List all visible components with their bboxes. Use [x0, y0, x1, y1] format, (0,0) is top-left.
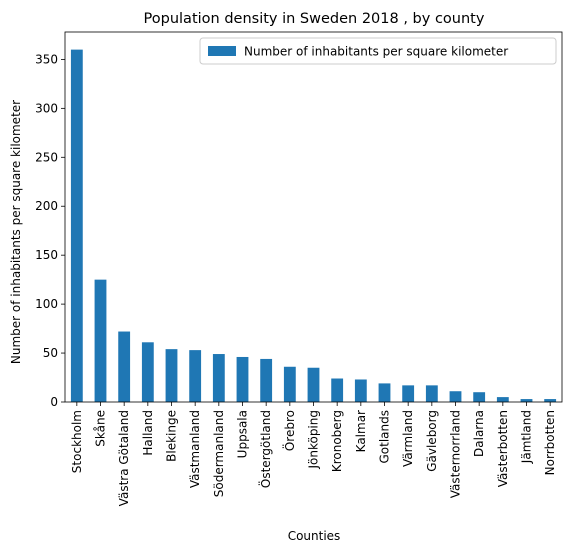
- x-tick-label: Västerbotten: [496, 410, 510, 487]
- x-tick-label: Östergötland: [257, 410, 273, 488]
- bar-vastra-gotaland: [118, 331, 131, 402]
- bar-ostergotland: [260, 358, 273, 402]
- x-tick-label: Värmland: [401, 410, 415, 467]
- x-tick-label: Dalarna: [472, 410, 486, 457]
- x-tick-label: Västernorrland: [449, 410, 463, 498]
- x-tick-label: Jönköping: [307, 410, 321, 470]
- bar-vastmanland: [189, 350, 202, 402]
- y-tick-label: 250: [35, 150, 58, 164]
- legend: Number of inhabitants per square kilomet…: [199, 37, 557, 65]
- bar-blekinge: [165, 349, 178, 402]
- y-tick-label: 100: [35, 297, 58, 311]
- y-tick-label: 150: [35, 248, 58, 262]
- bar-norrbotten: [544, 399, 557, 402]
- y-tick-label: 50: [43, 346, 58, 360]
- legend-label: Number of inhabitants per square kilomet…: [244, 45, 508, 59]
- bar-skane: [94, 279, 107, 402]
- x-tick-label: Västra Götaland: [117, 410, 131, 506]
- bar-jamtland: [520, 399, 533, 402]
- x-tick-label: Västmanland: [188, 410, 202, 488]
- y-tick-label: 0: [50, 395, 58, 409]
- x-tick-label: Uppsala: [236, 410, 250, 458]
- bar-vasterbotten: [496, 397, 509, 402]
- bar-sodermanland: [212, 354, 225, 402]
- x-tick-label: Jämtland: [520, 410, 534, 464]
- x-tick-label: Örebro: [281, 410, 297, 451]
- bar-kalmar: [354, 379, 367, 402]
- x-tick-label: Kronoberg: [330, 410, 344, 472]
- x-tick-label: Skåne: [94, 410, 108, 447]
- x-axis-label: Counties: [288, 529, 341, 543]
- legend-swatch: [208, 46, 236, 56]
- legend-box: [199, 37, 557, 65]
- bar-orebro: [283, 366, 296, 402]
- plot-area: 0 50 100 150 200 250 300 350 Stockholm Skåne Västr…: [35, 31, 563, 506]
- x-tick-label: Gävleborg: [425, 410, 439, 472]
- x-tick-label: Kalmar: [354, 410, 368, 452]
- chart-title: Population density in Sweden 2018 , by c…: [144, 11, 485, 27]
- bar-gavleborg: [425, 385, 438, 402]
- bar-kronoberg: [331, 378, 344, 402]
- y-tick-label: 350: [35, 52, 58, 66]
- x-tick-label: Halland: [141, 410, 155, 456]
- bar-halland: [141, 342, 154, 402]
- x-tick-label: Stockholm: [70, 410, 84, 473]
- bar-dalarna: [473, 392, 486, 402]
- bar-vasternorrland: [449, 391, 462, 402]
- y-axis-label: Number of inhabitants per square kilomet…: [9, 100, 23, 364]
- bar-gotlands: [378, 383, 391, 402]
- bar-stockholm: [70, 49, 83, 402]
- x-tick-label: Blekinge: [165, 410, 179, 462]
- bar-varmland: [402, 385, 415, 402]
- y-tick-label: 200: [35, 199, 58, 213]
- bar-jonkoping: [307, 367, 320, 402]
- x-tick-label: Gotlands: [378, 410, 392, 464]
- bar-uppsala: [236, 356, 249, 402]
- x-tick-label: Norrbotten: [543, 410, 557, 475]
- x-tick-label: Södermanland: [212, 410, 226, 497]
- y-tick-label: 300: [35, 101, 58, 115]
- axes-frame: [64, 31, 563, 403]
